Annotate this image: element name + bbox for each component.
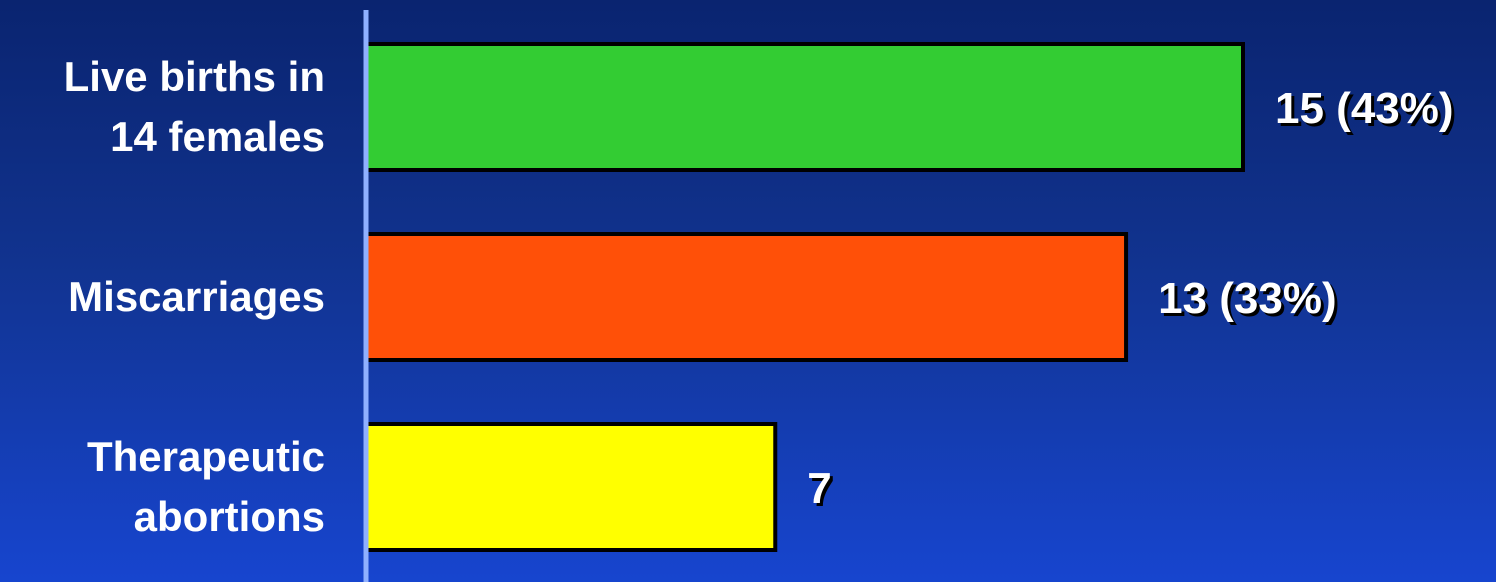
data-labels: 15 (43%)15 (43%)13 (33%)13 (33%)77	[807, 84, 1456, 516]
data-label-1: 13 (33%)	[1158, 274, 1337, 323]
bar-2	[364, 422, 778, 552]
bar-0	[364, 42, 1245, 172]
bar-1	[364, 232, 1129, 362]
category-label-0-line-0: Live births in	[64, 53, 325, 100]
category-label-1-line-0: Miscarriages	[68, 273, 325, 320]
bars	[364, 42, 1245, 552]
category-label-2-line-0: Therapeutic	[87, 433, 325, 480]
category-labels: Live births in 14 females Miscarriages Ther…	[64, 53, 325, 540]
data-label-2: 7	[807, 464, 831, 513]
category-label-2-line-1: abortions	[134, 493, 325, 540]
data-label-0: 15 (43%)	[1275, 84, 1454, 133]
category-label-0-line-1: 14 females	[110, 113, 325, 160]
data-label-shadow-1: 13 (33%)	[1161, 277, 1340, 326]
data-label-shadow-2: 7	[810, 467, 834, 516]
data-label-shadow-0: 15 (43%)	[1278, 87, 1457, 136]
